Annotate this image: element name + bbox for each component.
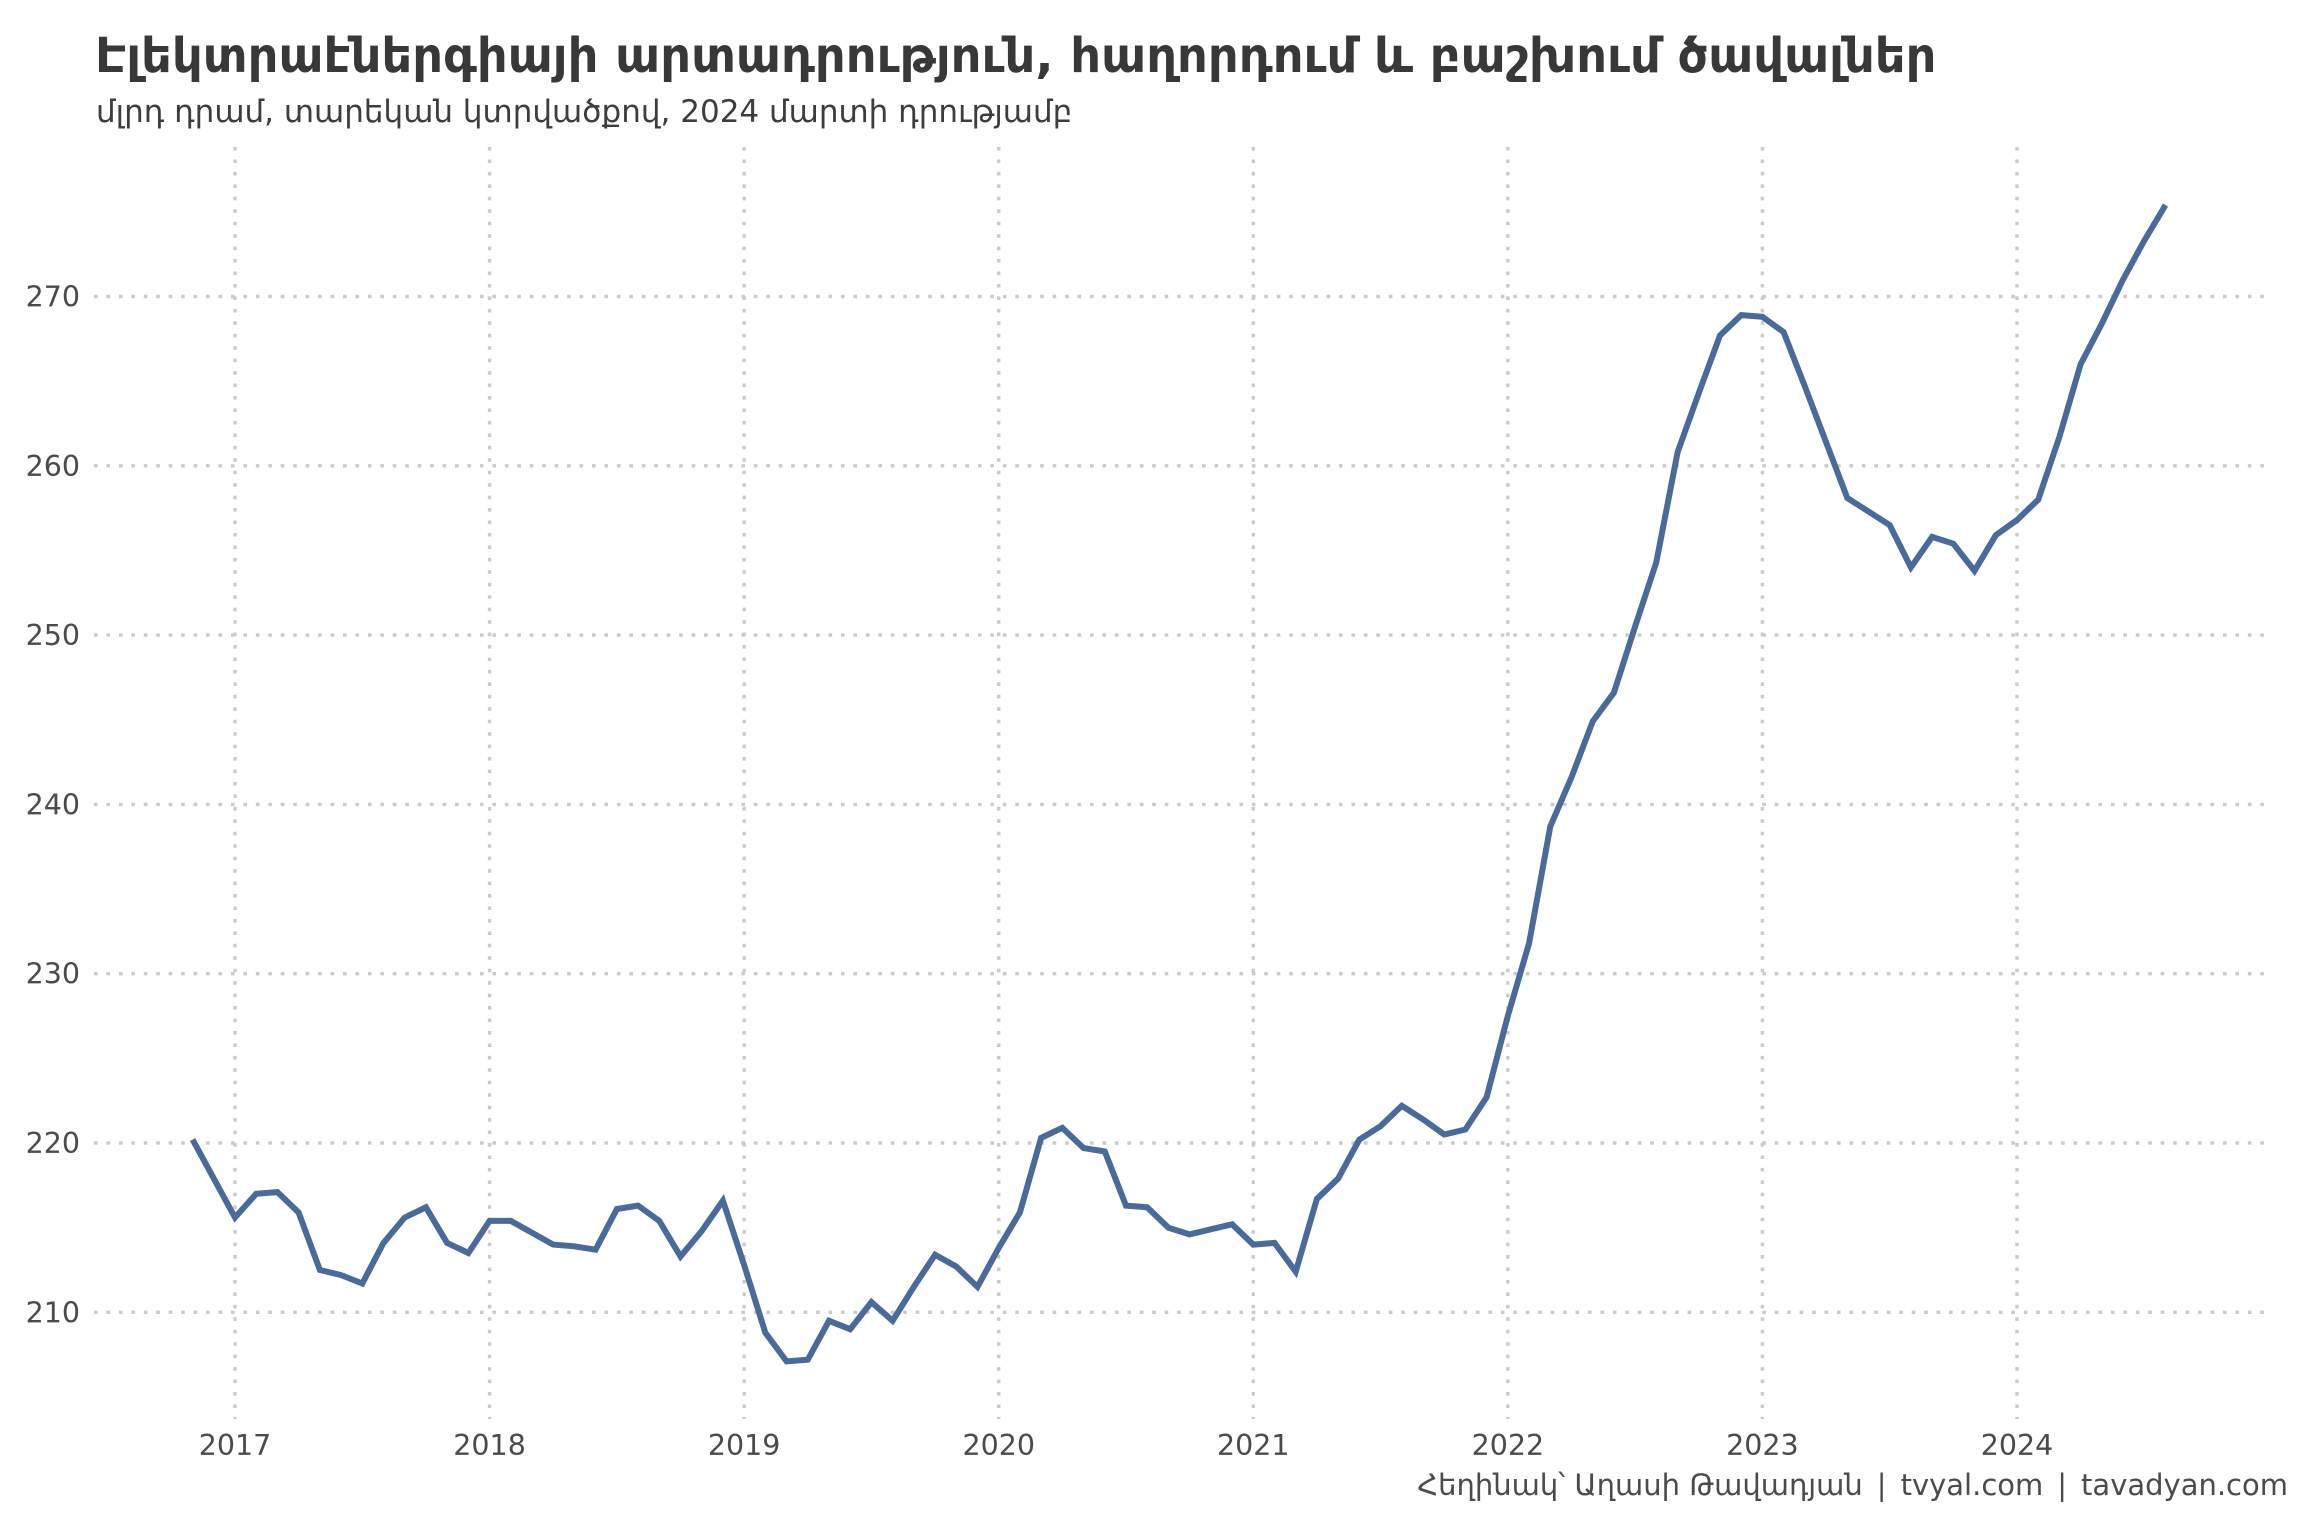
chart-title: Էլեկտրաէներգիայի արտադրություն, հաղորդու… <box>95 28 1937 84</box>
y-tick-label-260: 260 <box>26 450 80 483</box>
x-tick-label-2019: 2019 <box>708 1429 781 1462</box>
x-tick-label-2017: 2017 <box>199 1429 272 1462</box>
chart-subtitle: մլրդ դրամ, տարեկան կտրվածքով, 2024 մարտի… <box>96 94 1073 130</box>
y-tick-label-220: 220 <box>26 1127 80 1160</box>
x-tick-label-2021: 2021 <box>1217 1429 1290 1462</box>
y-tick-label-240: 240 <box>26 788 80 821</box>
chart-caption: Հեղինակ՝ Աղասի Թավադյան | tvyal.com | tavady… <box>1417 1468 2288 1502</box>
caption-site-tavadyan: tavadyan.com <box>2081 1468 2288 1502</box>
data-line-electricity-volume <box>189 203 2169 1365</box>
y-tick-label-210: 210 <box>26 1296 80 1329</box>
caption-separator-2: | <box>2057 1468 2068 1502</box>
caption-separator-1: | <box>1876 1468 1887 1502</box>
caption-site-tvyal: tvyal.com <box>1900 1468 2044 1502</box>
caption-author: Հեղինակ՝ Աղասի Թավադյան <box>1417 1468 1863 1502</box>
x-tick-label-2018: 2018 <box>453 1429 526 1462</box>
x-tick-label-2022: 2022 <box>1472 1429 1545 1462</box>
x-tick-label-2023: 2023 <box>1726 1429 1799 1462</box>
y-tick-label-270: 270 <box>26 281 80 314</box>
x-tick-label-2024: 2024 <box>1981 1429 2054 1462</box>
x-tick-label-2020: 2020 <box>962 1429 1035 1462</box>
y-tick-label-250: 250 <box>26 619 80 652</box>
y-tick-label-230: 230 <box>26 958 80 991</box>
